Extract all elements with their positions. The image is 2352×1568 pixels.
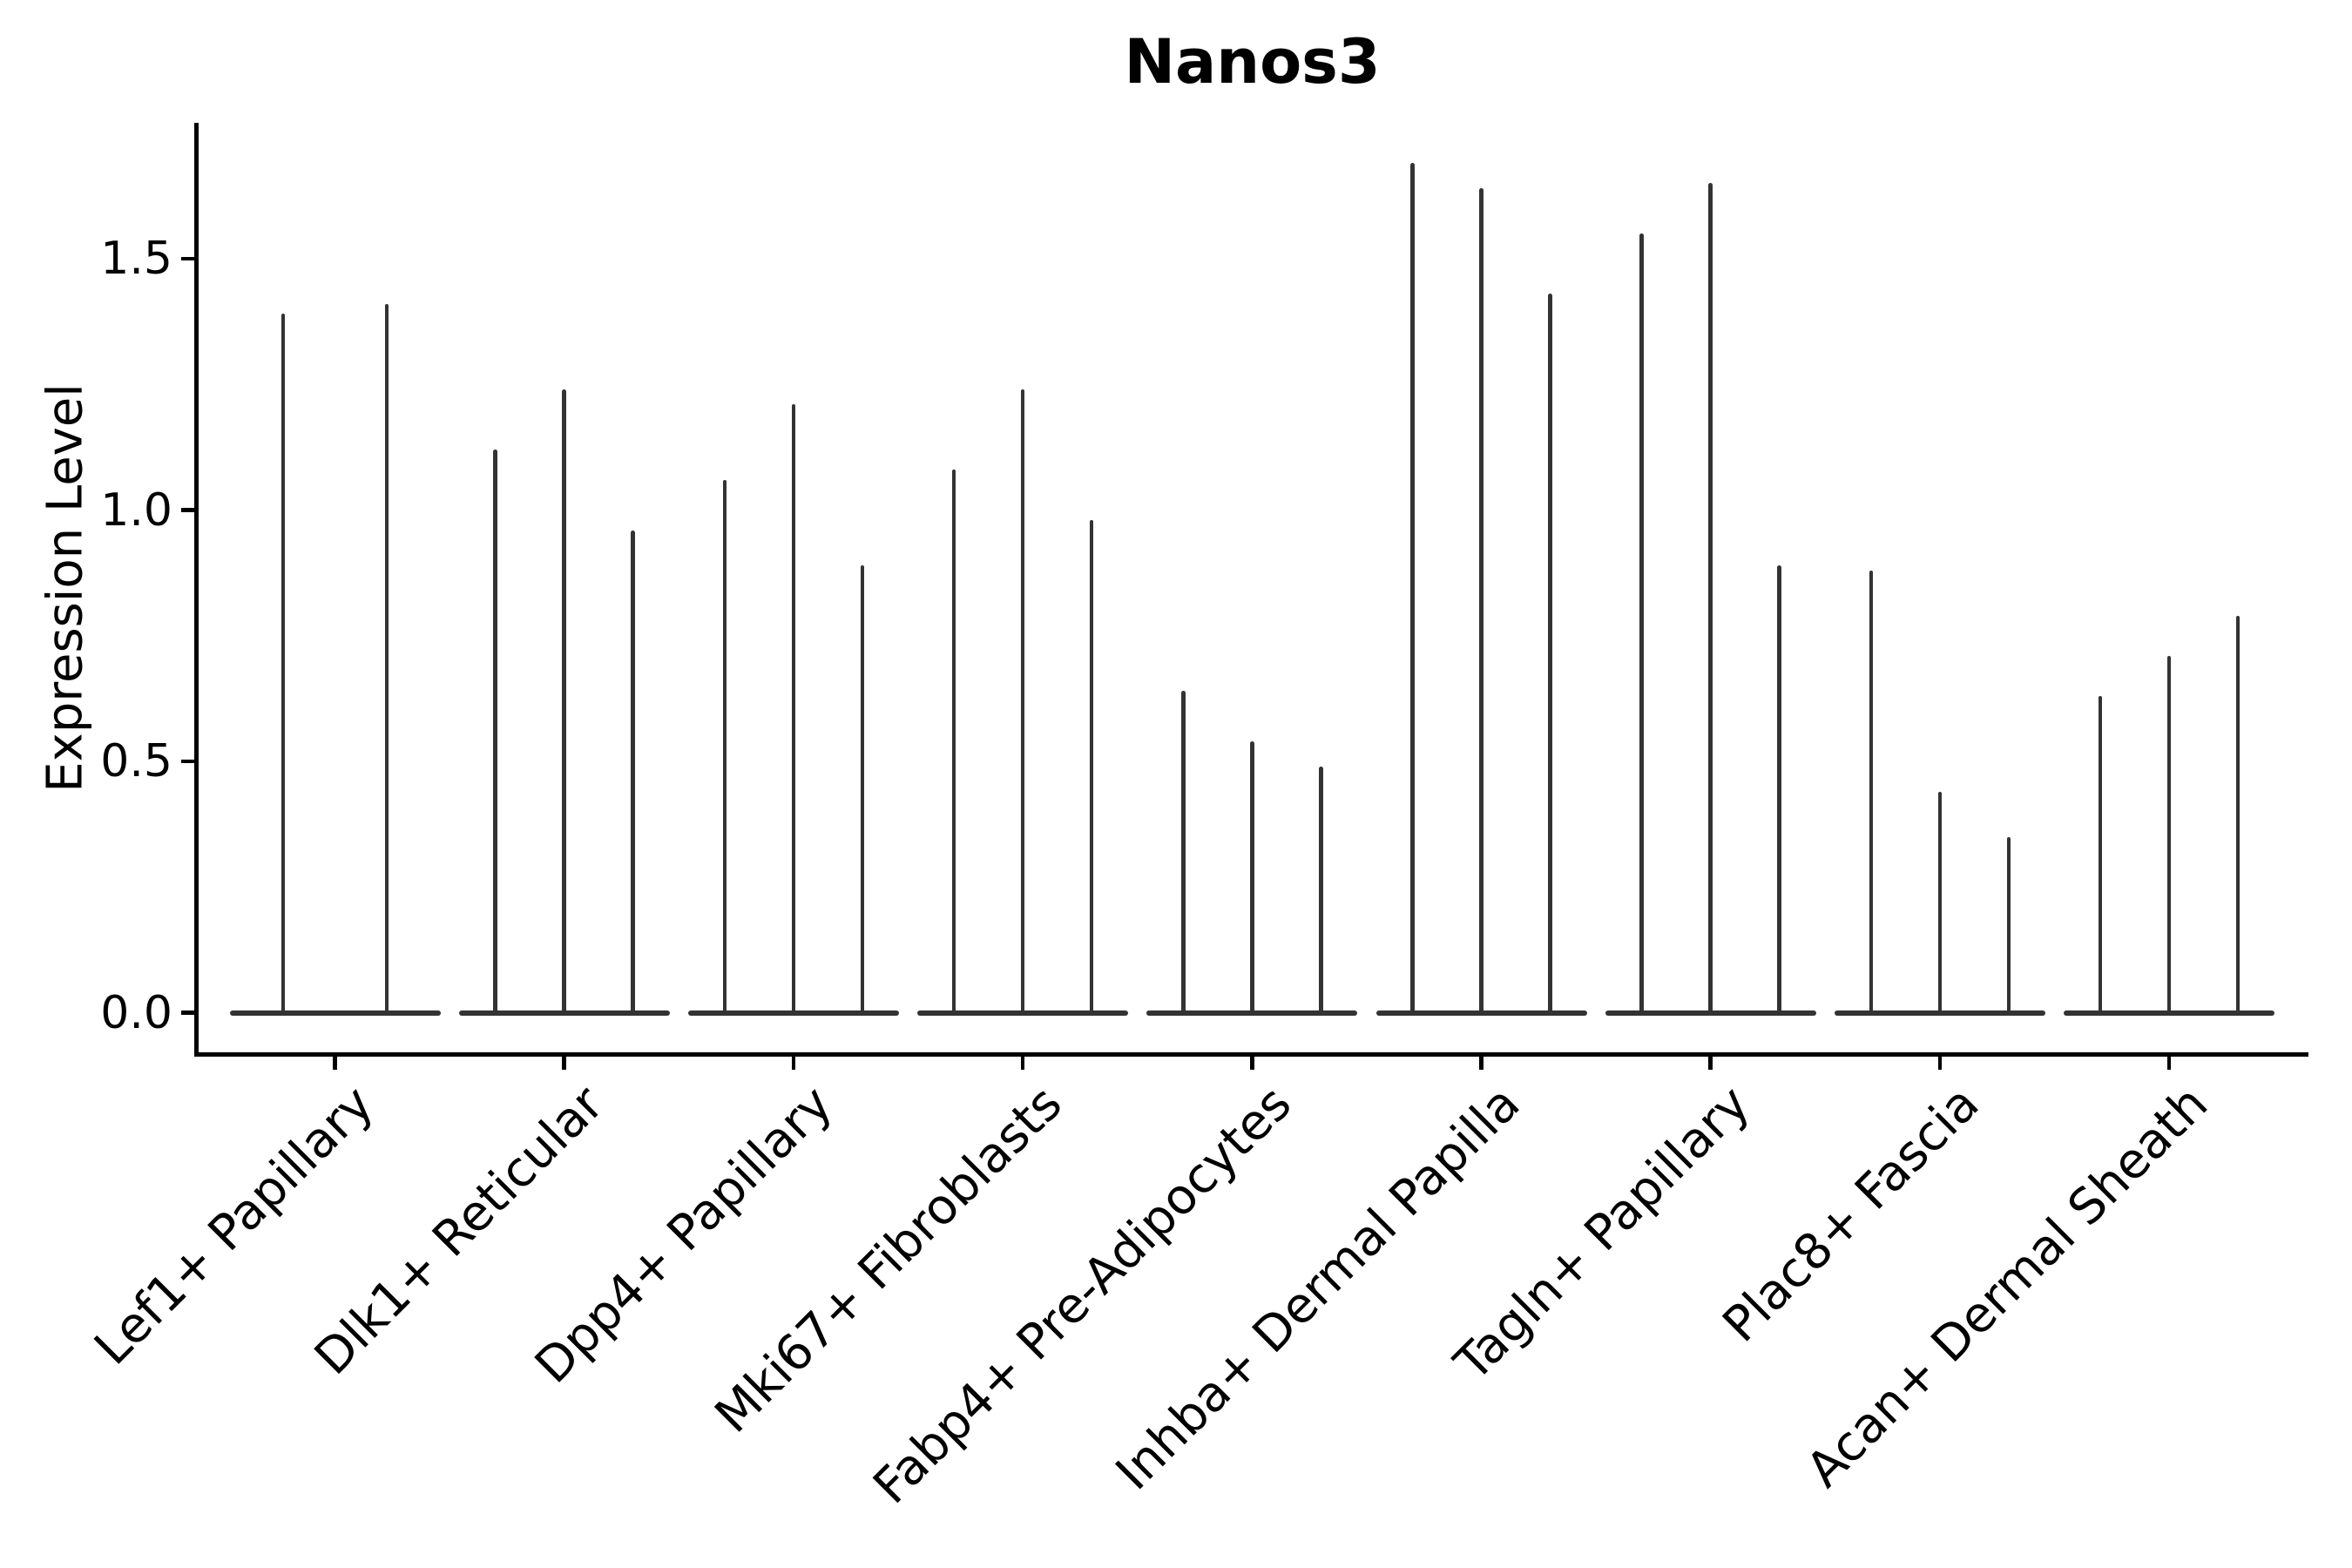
x-axis-tick [562, 1054, 566, 1070]
violin-spike [280, 314, 286, 1016]
violin-spike [1089, 520, 1094, 1016]
violin-spike [951, 470, 956, 1016]
plot-title: Nanos3 [1124, 26, 1381, 98]
violin-spike [1250, 740, 1254, 1016]
violin-spike [791, 404, 796, 1016]
violin-spike [722, 479, 727, 1016]
x-axis-tick [1937, 1054, 1943, 1070]
x-axis-tick-label: Acan+ Dermal Sheath [1795, 1075, 2220, 1499]
x-axis-tick-label: Fabp4+ Pre-Adipocytes [862, 1075, 1302, 1516]
violin-spike [1708, 183, 1713, 1016]
y-axis-tick [181, 759, 196, 764]
violin-spike [1639, 233, 1644, 1016]
violin-spike [1410, 163, 1415, 1016]
y-axis-tick [181, 256, 196, 261]
y-axis-tick-label: 1.5 [100, 233, 172, 285]
x-axis-tick [2166, 1054, 2172, 1070]
violin-spike [860, 564, 865, 1016]
violin-spike [2098, 695, 2103, 1016]
y-axis-label: Expression Level [37, 383, 94, 793]
x-axis-tick [1020, 1054, 1025, 1070]
violin-spike [1937, 791, 1943, 1016]
x-axis-tick [1250, 1054, 1254, 1070]
x-axis-tick [1708, 1054, 1713, 1070]
violin-spike [562, 389, 566, 1016]
x-axis-tick [1479, 1054, 1484, 1070]
x-axis-tick [333, 1054, 337, 1070]
violin-spike [2235, 615, 2240, 1016]
y-axis-tick-label: 1.0 [100, 483, 172, 537]
y-axis-tick-label: 0.0 [100, 986, 172, 1039]
violin-spike [1479, 188, 1484, 1016]
violin-spike [1181, 691, 1186, 1016]
x-axis-tick [791, 1054, 796, 1070]
violin-spike [1777, 564, 1781, 1016]
violin-spike [631, 530, 635, 1016]
x-axis-tick-label: Inhba+ Dermal Papilla [1105, 1075, 1531, 1502]
y-axis-tick [181, 1010, 196, 1015]
violin-spike [2166, 655, 2172, 1016]
violin-spike [493, 449, 497, 1016]
violin-spike [1548, 294, 1552, 1016]
y-axis-tick-label: 0.5 [100, 735, 172, 787]
violin-spike [1020, 389, 1025, 1016]
violin-spike [1869, 570, 1874, 1016]
y-axis-spine [193, 123, 199, 1056]
violin-spike [2006, 836, 2011, 1016]
violin-spike [1319, 766, 1323, 1016]
y-axis-tick [181, 508, 196, 512]
violin-baseline [229, 1010, 441, 1016]
violin-spike [384, 303, 389, 1016]
